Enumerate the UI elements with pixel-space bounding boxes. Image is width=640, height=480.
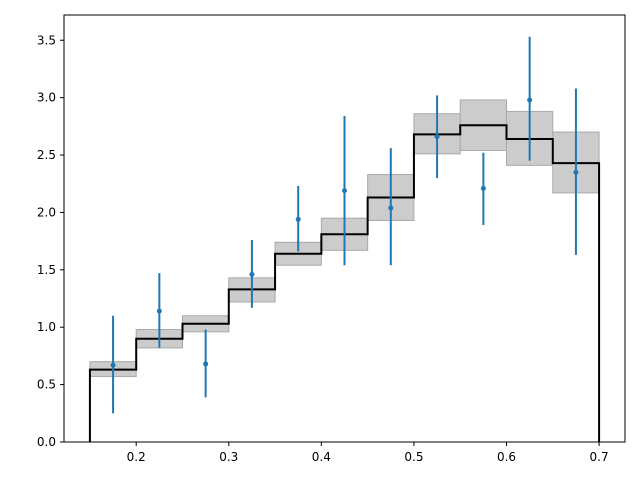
x-tick-label: 0.5: [404, 450, 423, 464]
data-point: [203, 361, 209, 367]
y-tick-label: 1.0: [37, 320, 56, 334]
data-errorbars: [112, 36, 577, 414]
x-tick-label: 0.6: [497, 450, 516, 464]
y-tick-label: 3.0: [37, 91, 56, 105]
data-point: [295, 216, 301, 222]
data-point: [388, 205, 394, 211]
y-tick-label: 3.5: [37, 33, 56, 47]
y-tick-label: 2.5: [37, 148, 56, 162]
y-tick-label: 0.0: [37, 435, 56, 449]
data-point: [527, 97, 533, 103]
x-axis: 0.2 0.3 0.4 0.5 0.6 0.7: [127, 442, 609, 464]
plot-frame: [63, 14, 626, 443]
data-point: [480, 185, 486, 191]
y-tick-label: 1.5: [37, 263, 56, 277]
data-point: [156, 308, 162, 314]
y-tick-label: 2.0: [37, 205, 56, 219]
y-tick-label: 0.5: [37, 378, 56, 392]
data-point: [573, 169, 579, 175]
data-point: [110, 362, 116, 368]
data-points: [110, 97, 579, 368]
x-tick-label: 0.4: [312, 450, 331, 464]
data-point: [249, 271, 255, 277]
data-point: [342, 188, 347, 194]
data-point: [434, 134, 440, 140]
x-tick-label: 0.7: [590, 450, 609, 464]
x-tick-label: 0.2: [127, 450, 146, 464]
x-tick-label: 0.3: [219, 450, 238, 464]
y-axis: 0.0 0.5 1.0 1.5 2.0 2.5 3.0 3.5: [37, 33, 64, 449]
